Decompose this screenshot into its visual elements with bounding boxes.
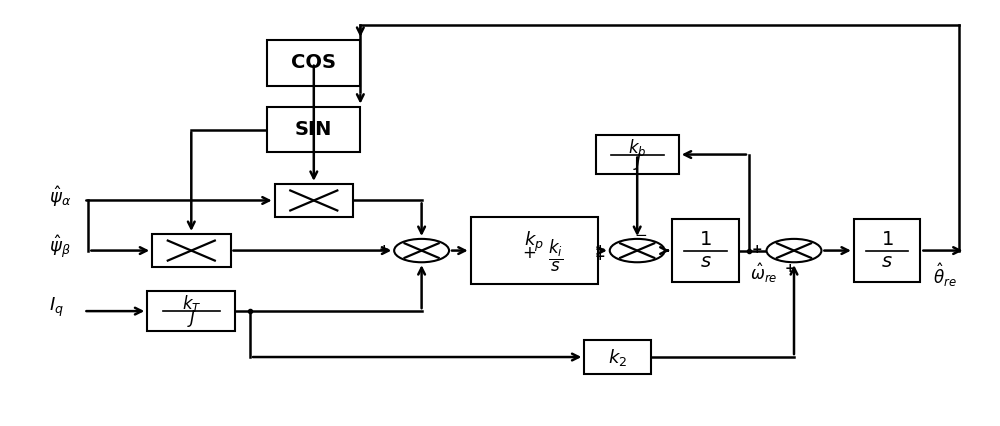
Bar [267, 40, 360, 86]
Bar [596, 135, 679, 174]
Text: $I_q$: $I_q$ [49, 295, 64, 319]
Text: $\hat{\omega}_{re}$: $\hat{\omega}_{re}$ [750, 262, 777, 285]
Text: SIN: SIN [295, 120, 332, 139]
Text: $s$: $s$ [881, 252, 893, 271]
Text: +: + [595, 250, 605, 263]
Text: +: + [785, 262, 795, 275]
Circle shape [394, 239, 449, 262]
Text: $k_T$: $k_T$ [182, 294, 201, 314]
Bar [471, 217, 598, 284]
Bar [854, 219, 920, 282]
Text: $1$: $1$ [881, 230, 893, 249]
Text: $\hat{\theta}_{re}$: $\hat{\theta}_{re}$ [933, 262, 957, 289]
Text: +: + [751, 243, 762, 256]
Bar [152, 234, 230, 267]
Text: $J$: $J$ [187, 308, 196, 329]
Text: $k_2$: $k_2$ [608, 346, 627, 368]
Circle shape [610, 239, 665, 262]
Text: +: + [379, 243, 390, 256]
Text: $k_p$: $k_p$ [524, 230, 544, 254]
Bar [584, 340, 651, 374]
Text: $k_b$: $k_b$ [628, 137, 646, 158]
Text: $1$: $1$ [699, 230, 712, 249]
Text: $s$: $s$ [700, 252, 712, 271]
Bar [275, 184, 353, 217]
Text: $\hat{\psi}_\alpha$: $\hat{\psi}_\alpha$ [49, 184, 71, 209]
Bar [267, 106, 360, 153]
Text: $+$: $+$ [522, 244, 536, 262]
Text: $\hat{\psi}_\beta$: $\hat{\psi}_\beta$ [49, 233, 71, 260]
Text: COS: COS [291, 53, 336, 72]
Circle shape [767, 239, 821, 262]
Text: $\dfrac{k_i}{s}$: $\dfrac{k_i}{s}$ [548, 237, 564, 273]
Text: +: + [595, 243, 605, 256]
Text: $-$: $-$ [634, 226, 647, 242]
Text: $J$: $J$ [633, 151, 642, 172]
Bar [147, 291, 235, 331]
Bar [672, 219, 739, 282]
